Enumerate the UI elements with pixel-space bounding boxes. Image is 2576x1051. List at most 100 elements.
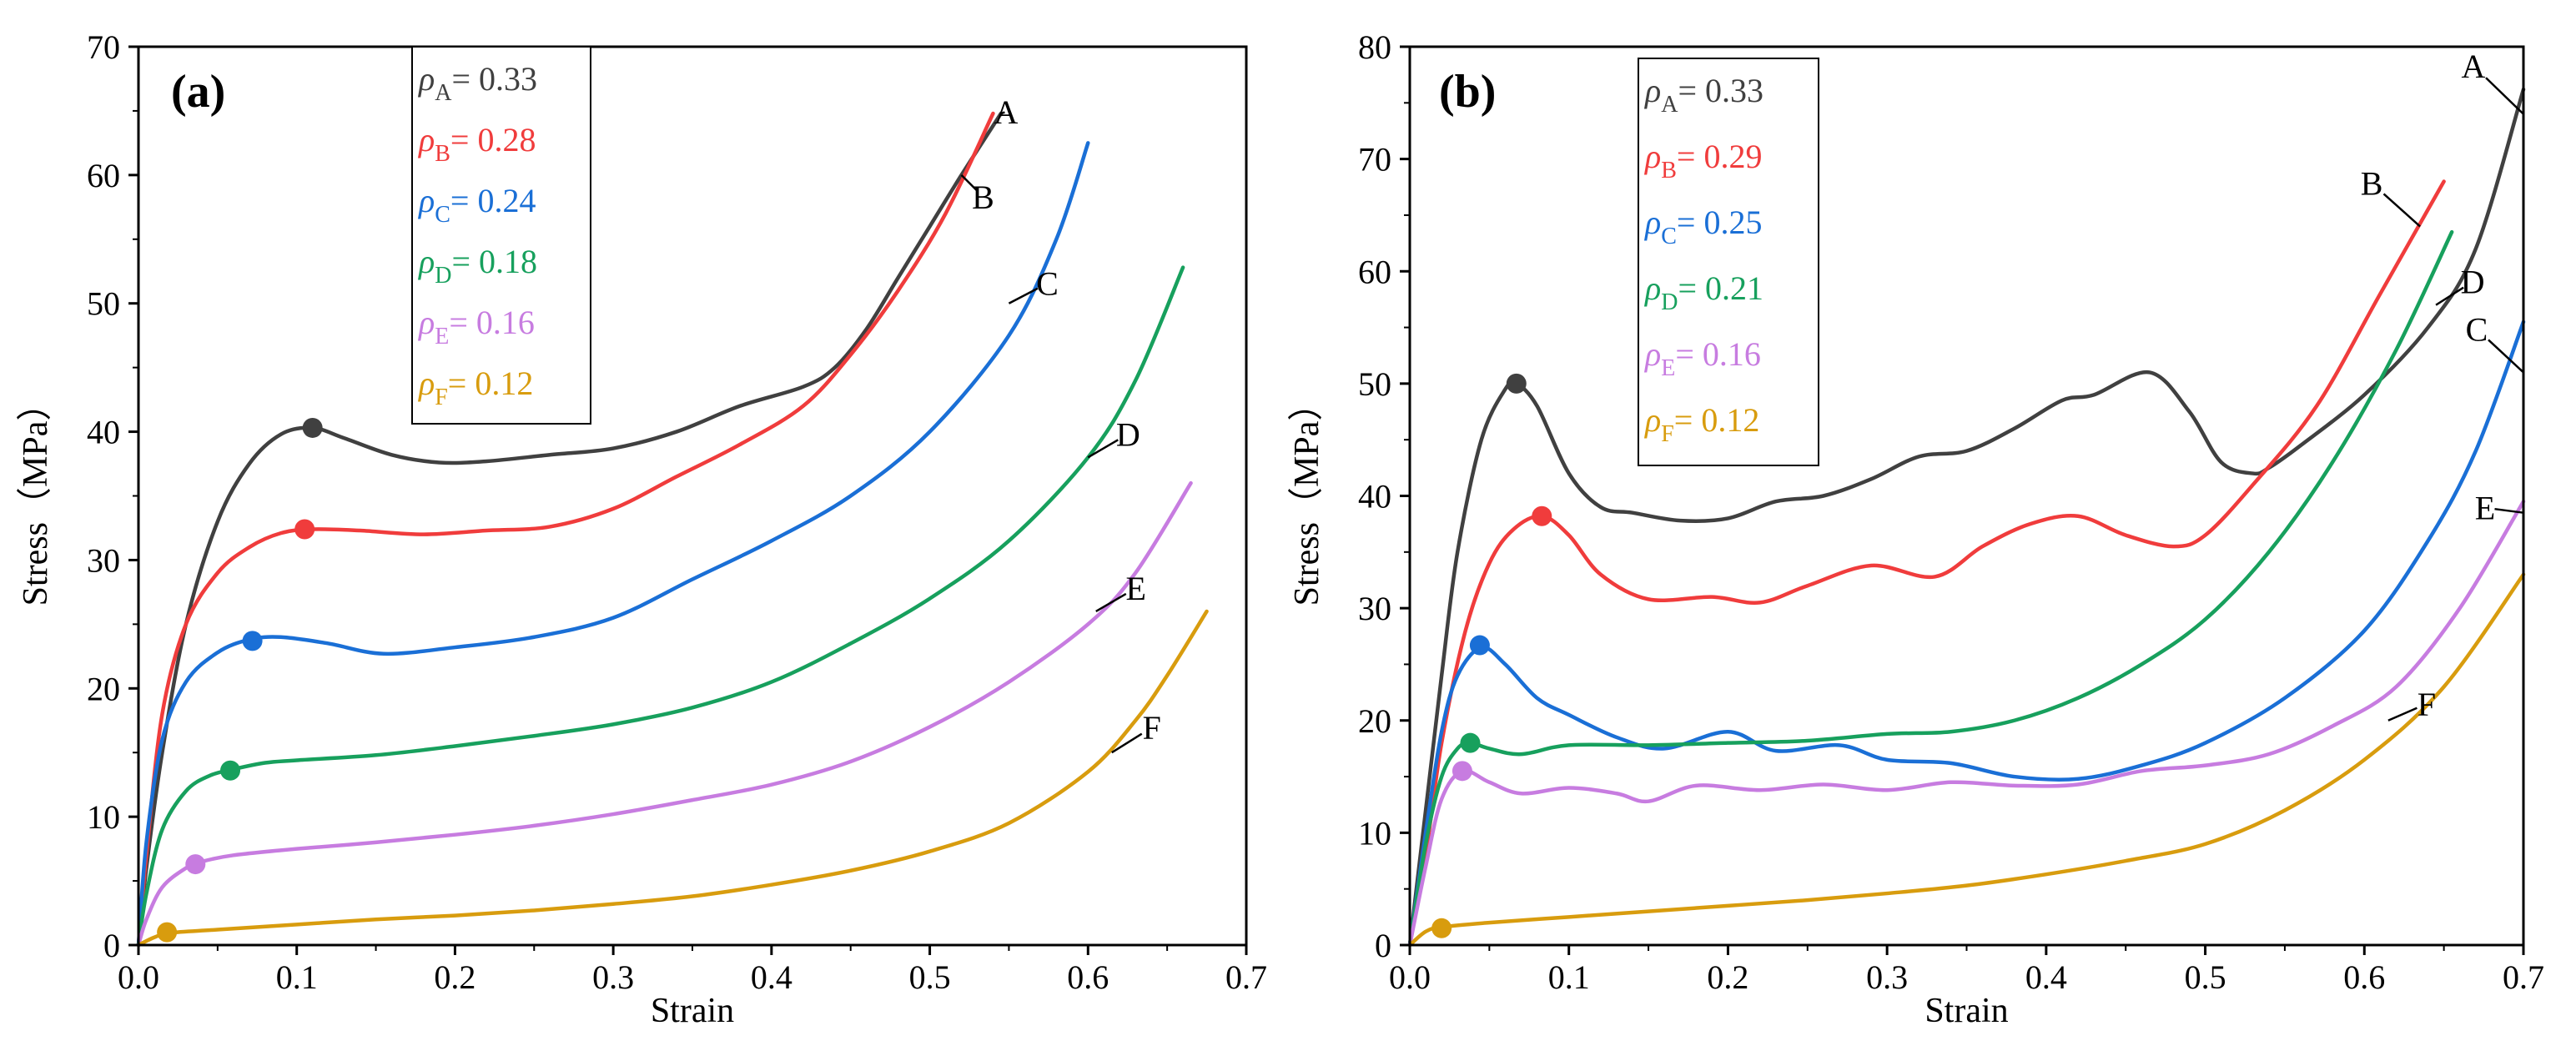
panel-b-series-A-yield-marker bbox=[1506, 373, 1527, 394]
panel-a-x-tick-label: 0.1 bbox=[276, 958, 318, 996]
panel-a-label: (a) bbox=[171, 66, 225, 118]
legend-rho-symbol: ρ bbox=[1643, 269, 1661, 307]
legend-rho-symbol: ρ bbox=[1643, 335, 1661, 373]
panel-a-legend-entry-F: ρF= 0.12 bbox=[417, 365, 533, 410]
panel-a-x-tick-label: 0.4 bbox=[751, 958, 792, 996]
panel-b-legend-entry-B: ρB= 0.29 bbox=[1643, 138, 1762, 184]
legend-value: = 0.24 bbox=[450, 182, 536, 219]
panel-b-series-C-leader-line bbox=[2488, 339, 2524, 374]
panel-a-series-A-curve-label: A bbox=[994, 93, 1018, 131]
panel-a-x-tick-label: 0.3 bbox=[592, 958, 634, 996]
panel-a-series-C-leader-line bbox=[1008, 287, 1039, 304]
legend-value: = 0.29 bbox=[1677, 138, 1763, 175]
panel-b-series-E-yield-marker bbox=[1452, 761, 1472, 782]
legend-rho-symbol: ρ bbox=[1643, 72, 1661, 109]
panel-a-legend-entry-E: ρE= 0.16 bbox=[417, 304, 535, 349]
panel-a-x-axis-label: Strain bbox=[651, 992, 734, 1030]
panel-a-plot: A B C D E F bbox=[136, 93, 1209, 948]
legend-rho-symbol: ρ bbox=[417, 60, 435, 98]
panel-b-label: (b) bbox=[1439, 66, 1496, 118]
panel-a-x-tick-label: 0.6 bbox=[1067, 958, 1109, 996]
panel-b-series-B-curve-label: B bbox=[2361, 164, 2383, 202]
panel-b-legend-entry-E: ρE= 0.16 bbox=[1643, 335, 1761, 381]
legend-rho-symbol: ρ bbox=[1643, 401, 1661, 439]
panel-a-legend-entry-D: ρD= 0.18 bbox=[417, 243, 537, 289]
panel-a-series-C-line bbox=[136, 141, 1090, 948]
panel-b-series-F-curve-label: F bbox=[2418, 686, 2436, 723]
panel-b-y-tick-label: 80 bbox=[1358, 28, 1391, 66]
panel-a-series-B-line bbox=[136, 111, 995, 948]
panel-a-series-A-yield-marker bbox=[302, 417, 323, 438]
panel-a-y-tick-label: 10 bbox=[87, 798, 120, 836]
panel-b-ticks: 0.0 0.1 0.2 0.3 0.4 0.5 0.6 0.7 0 10 20 30 40 50 60 70 8… bbox=[1358, 28, 2544, 996]
panel-b-series-A-leader-line bbox=[2485, 77, 2524, 115]
panel-b-x-axis-label: Strain bbox=[1924, 992, 2008, 1030]
legend-value: = 0.12 bbox=[448, 365, 534, 402]
panel-b-y-tick-label: 30 bbox=[1358, 590, 1391, 627]
legend-value: = 0.25 bbox=[1677, 204, 1763, 241]
panel-b-series-B-line bbox=[1407, 179, 2446, 948]
panel-a-y-tick-label: 60 bbox=[87, 157, 120, 194]
panel-b-x-tick-label: 0.1 bbox=[1548, 958, 1590, 996]
panel-b-x-tick-label: 0.0 bbox=[1389, 958, 1431, 996]
panel-a-series-F-curve-label: F bbox=[1143, 709, 1161, 747]
panel-a-series-F-yield-marker bbox=[157, 922, 178, 943]
legend-subscript: D bbox=[435, 263, 451, 289]
legend-subscript: E bbox=[435, 324, 449, 349]
panel-b-series-D-leader-line bbox=[2435, 286, 2464, 306]
panel-b-x-tick-label: 0.4 bbox=[2025, 958, 2067, 996]
legend-rho-symbol: ρ bbox=[417, 365, 435, 402]
panel-b-series-B-yield-marker bbox=[1532, 505, 1552, 526]
legend-value: = 0.33 bbox=[1678, 72, 1763, 109]
legend-value: = 0.12 bbox=[1674, 401, 1760, 439]
legend-value: = 0.18 bbox=[451, 243, 537, 280]
legend-subscript: D bbox=[1661, 289, 1678, 315]
panel-b-series-D-yield-marker bbox=[1460, 732, 1481, 753]
legend-subscript: C bbox=[435, 202, 450, 228]
panel-b-series-C-yield-marker bbox=[1469, 635, 1490, 656]
panel-a-legend-entry-A: ρA= 0.33 bbox=[417, 60, 537, 106]
panel-b-x-tick-label: 0.5 bbox=[2185, 958, 2226, 996]
legend-subscript: A bbox=[435, 80, 452, 106]
legend-value: = 0.21 bbox=[1678, 269, 1763, 307]
legend-rho-symbol: ρ bbox=[417, 243, 435, 280]
panel-b-series-B-leader-line bbox=[2382, 193, 2421, 228]
legend-rho-symbol: ρ bbox=[417, 182, 435, 219]
panel-b-series-E-leader-line bbox=[2494, 507, 2524, 514]
panel-b-series-E-curve-label: E bbox=[2475, 490, 2495, 527]
panel-b-legend-entry-F: ρF= 0.12 bbox=[1643, 401, 1759, 447]
panel-b-y-tick-label: 20 bbox=[1358, 702, 1391, 740]
panel-a-x-tick-label: 0.5 bbox=[909, 958, 951, 996]
panel-b-x-tick-label: 0.2 bbox=[1707, 958, 1748, 996]
panel-a-legend-entry-C: ρC= 0.24 bbox=[417, 182, 536, 228]
panel-b-series-F-yield-marker bbox=[1431, 918, 1452, 938]
panel-a-series-D-yield-marker bbox=[220, 760, 241, 781]
legend-rho-symbol: ρ bbox=[417, 121, 435, 158]
panel-a-series-B-curve-label: B bbox=[972, 179, 994, 216]
legend-subscript: F bbox=[1661, 421, 1674, 447]
legend-value: = 0.28 bbox=[450, 121, 536, 158]
panel-a-series-F-line bbox=[136, 609, 1209, 948]
panel-a-x-tick-label: 0.2 bbox=[434, 958, 475, 996]
panel-b-series-F-leader-line bbox=[2387, 707, 2418, 722]
panel-a-ticks: 0.0 0.1 0.2 0.3 0.4 0.5 0.6 0.7 0 10 20 30 40 50 60 70 bbox=[87, 28, 1267, 996]
panel-a-series-C-curve-label: C bbox=[1036, 265, 1059, 303]
panel-a-series-D-line bbox=[136, 265, 1185, 948]
legend-rho-symbol: ρ bbox=[1643, 204, 1661, 241]
panel-b-x-tick-label: 0.7 bbox=[2503, 958, 2544, 996]
panel-b-legend-entry-A: ρA= 0.33 bbox=[1643, 72, 1763, 118]
panel-b-series-D-line bbox=[1407, 229, 2454, 948]
panel-b-series-E-line bbox=[1407, 499, 2526, 948]
legend-rho-symbol: ρ bbox=[1643, 138, 1661, 175]
panel-a-frame bbox=[137, 45, 1248, 947]
panel-b-x-tick-label: 0.3 bbox=[1866, 958, 1908, 996]
panel-a-series-D-curve-label: D bbox=[1116, 415, 1140, 453]
legend-subscript: F bbox=[435, 385, 448, 410]
panel-a-series-C-yield-marker bbox=[242, 631, 263, 651]
panel-a-x-tick-label: 0.7 bbox=[1225, 958, 1267, 996]
